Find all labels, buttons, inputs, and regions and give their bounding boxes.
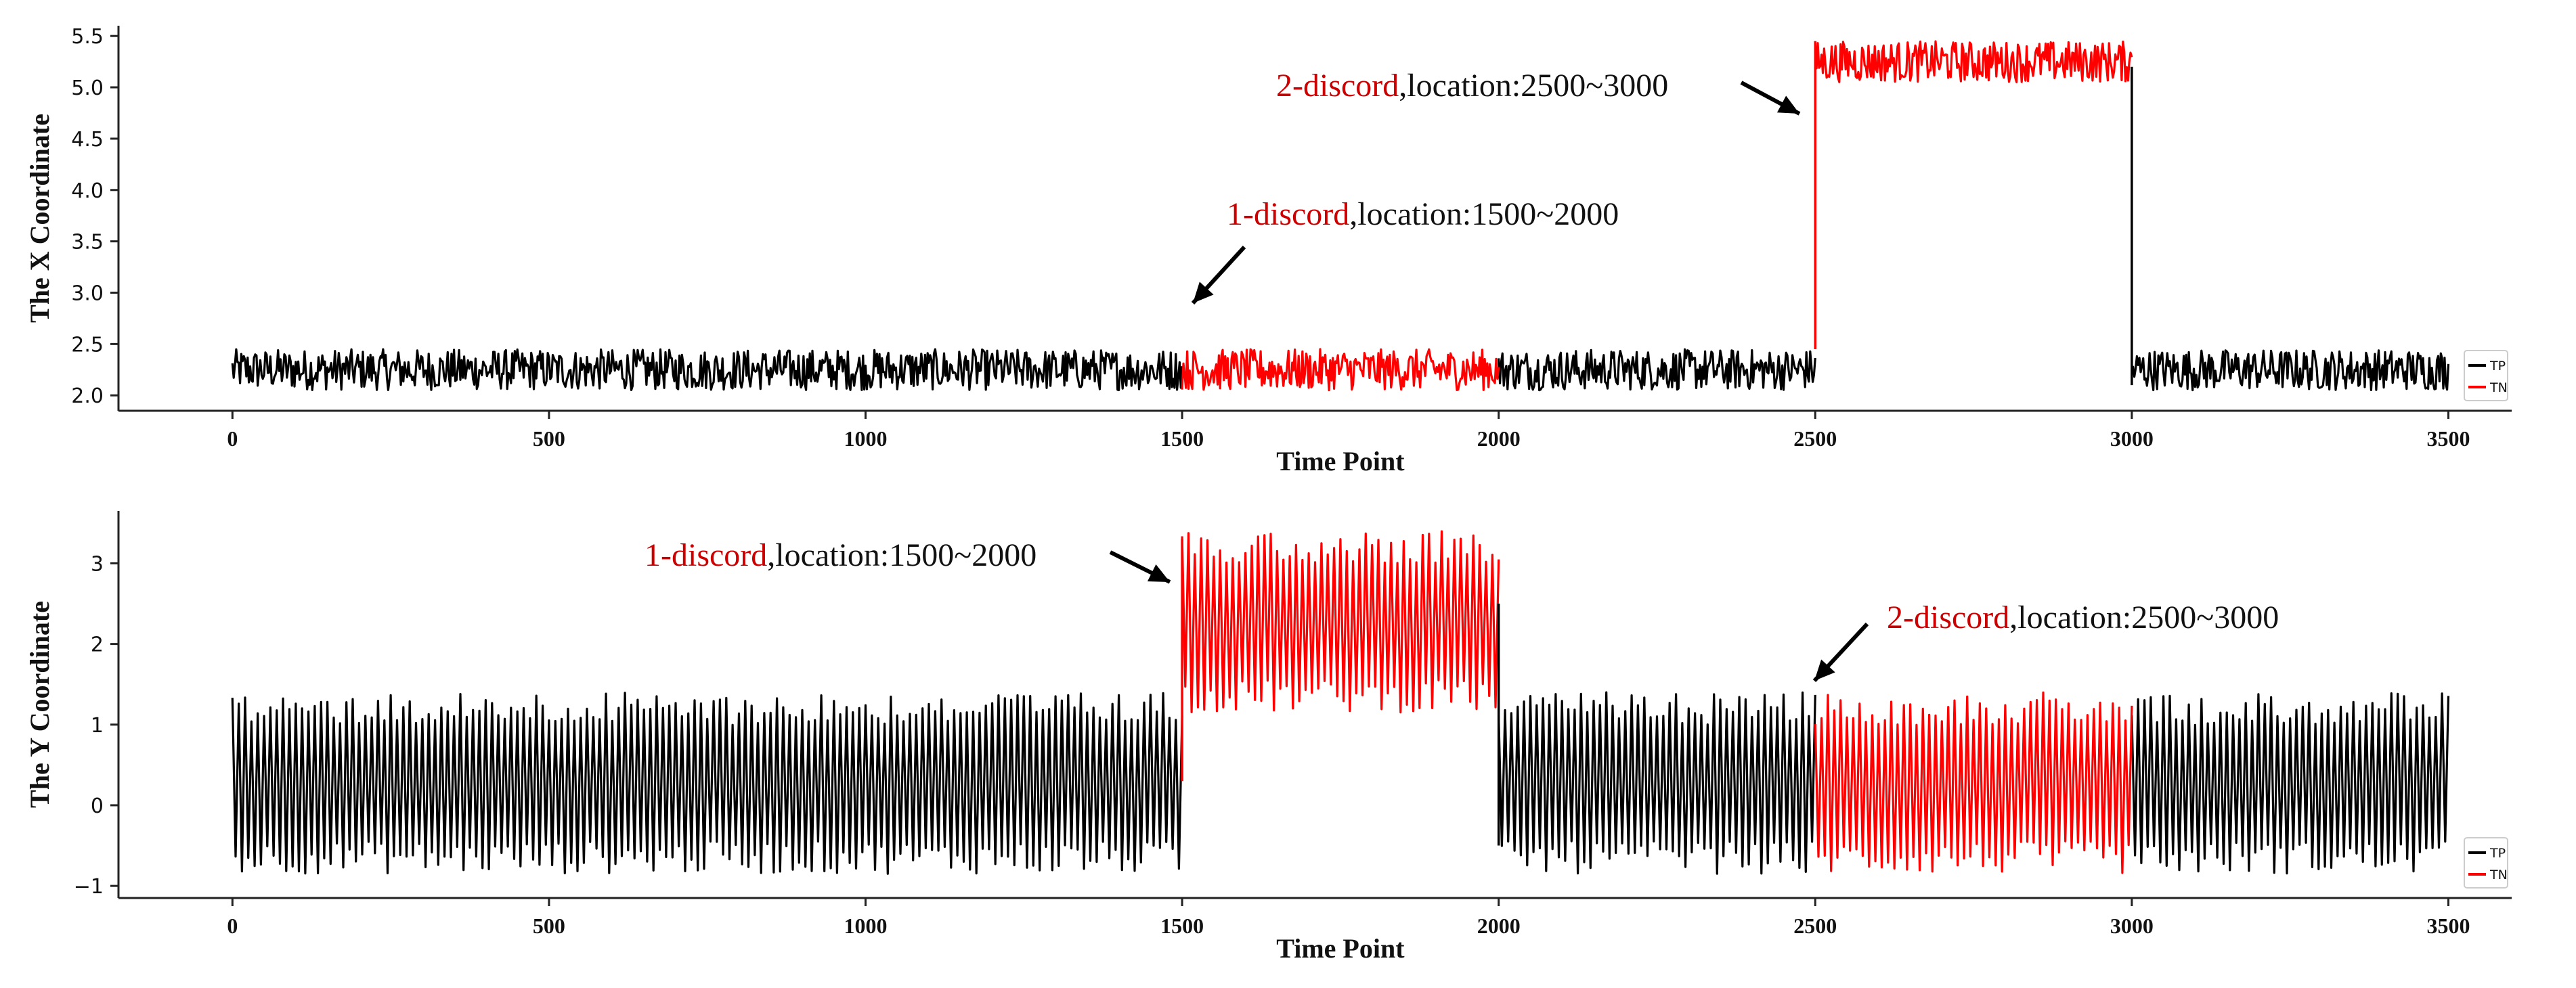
x-coordinate-chart: 2.0 2.5 3.0 3.5 4.0 4.5 5.0 5.5 0 500 1000 1500 2000… [24,25,2512,476]
series-tp-line [231,692,1183,875]
series-tp-line [2131,692,2450,875]
series-tp-line [231,348,1183,392]
y-axis-label: The X Coordinate [24,114,55,323]
series-tp-line [1498,348,1816,392]
series-tp-line [1498,691,1816,875]
x-tick-label: 0 [227,426,238,451]
annotation-discord-label: 1-discord [1227,196,1349,232]
legend-label-tp: TP [2489,359,2506,374]
y-tick-label: 5.5 [71,25,104,49]
annotation-discord-label: 2-discord [1887,600,2009,635]
series-tn-line [1181,530,1500,714]
annotation-discord-label: 1-discord [645,537,767,573]
annotation-location-text: ,location:2500~3000 [2009,600,2279,635]
y-tick-label: 4.0 [71,179,104,203]
y-tick-label: 2 [91,633,104,657]
x-tick-label: 1000 [844,426,888,451]
y-tick-label: 3 [91,552,104,576]
y-tick-label: 4.5 [71,128,104,152]
annotation-arrowhead [1147,564,1170,582]
x-tick-label: 2500 [1793,914,1837,938]
series-tp-line [2131,349,2450,392]
x-axis-label: Time Point [1276,446,1405,476]
x-tick-label: 1500 [1160,914,1204,938]
annotation-arrowhead [1776,95,1799,114]
x-tick-label: 3000 [2110,426,2154,451]
y-tick-label: 1 [91,714,104,738]
annotation-text: 1-discord,location:1500~2000 [645,537,1036,573]
y-tick-label: 2.5 [71,333,104,357]
y-axis-label: The Y Coordinate [24,601,55,808]
x-tick-label: 0 [227,914,238,938]
x-tick-label: 2000 [1477,914,1521,938]
legend: TP TN [2464,350,2508,401]
y-tick-label: −1 [74,875,104,899]
y-tick-label: 5.0 [71,76,104,100]
annotation-arrowhead [1193,282,1214,303]
annotation-location-text: ,location:1500~2000 [1349,196,1619,232]
x-tick-label: 2500 [1793,426,1837,451]
annotation-location-text: ,location:1500~2000 [767,537,1036,573]
legend-label-tn: TN [2489,380,2508,395]
annotation-text: 1-discord,location:1500~2000 [1227,196,1619,232]
y-tick-label: 0 [91,794,104,818]
x-tick-label: 2000 [1477,426,1521,451]
annotation-location-text: ,location:2500~3000 [1399,68,1668,104]
legend-label-tn: TN [2489,868,2508,882]
series-tn-line [1814,40,2133,83]
x-tick-label: 3000 [2110,914,2154,938]
x-tick-label: 3500 [2426,914,2470,938]
y-tick-label: 2.0 [71,384,104,408]
series-tn-line [1181,348,1500,392]
y-coordinate-chart: −1 0 1 2 3 0 500 1000 1500 2000 2500 3000 3500 Time P… [24,511,2512,964]
x-tick-label: 3500 [2426,426,2470,451]
x-tick-label: 500 [533,426,565,451]
y-tick-label: 3.5 [71,231,104,254]
annotation-discord-label: 2-discord [1276,68,1399,104]
annotation-arrowhead [1814,659,1835,681]
annotation-text: 2-discord,location:2500~3000 [1887,600,2279,635]
x-tick-label: 1500 [1160,426,1204,451]
legend: TP TN [2464,837,2508,889]
y-tick-label: 3.0 [71,282,104,306]
x-tick-label: 1000 [844,914,888,938]
x-axis-label: Time Point [1276,933,1405,964]
legend-label-tp: TP [2489,846,2506,861]
series-tn-line [1814,691,2133,874]
x-tick-label: 500 [533,914,565,938]
annotation-text: 2-discord,location:2500~3000 [1276,68,1668,104]
